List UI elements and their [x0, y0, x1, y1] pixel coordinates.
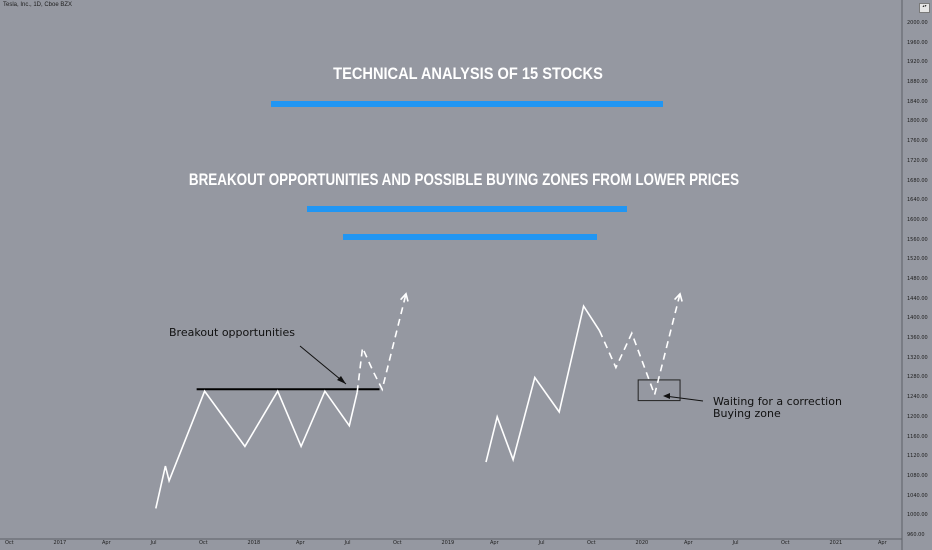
price-tick-label: 1920.00	[907, 59, 928, 66]
price-tick-label: 1800.00	[907, 118, 928, 125]
time-tick-label: Jul	[344, 540, 351, 546]
title-underline	[271, 101, 663, 107]
price-tick-label: 1240.00	[907, 394, 928, 401]
price-tick-label: 1360.00	[907, 335, 928, 342]
price-tick-label: 1080.00	[907, 472, 928, 479]
symbol-label: Tesla, Inc., 1D, Cboe BZX	[3, 2, 73, 8]
zone-pointer-arrow	[664, 395, 704, 402]
price-tick-label: 1040.00	[907, 492, 928, 499]
price-tick-label: 1520.00	[907, 256, 928, 263]
time-tick-label: Apr	[878, 540, 887, 546]
time-tick-label: Oct	[199, 540, 208, 546]
breakout-label: Breakout opportunities	[169, 326, 295, 339]
time-tick-label: Oct	[587, 540, 596, 546]
projection-arrowhead	[400, 292, 409, 302]
price-tick-label: 1440.00	[907, 295, 928, 302]
price-tick-label: 1120.00	[907, 453, 928, 460]
price-tick-label: 1560.00	[907, 236, 928, 243]
price-tick-label: 1960.00	[907, 39, 928, 46]
time-tick-label: 2020	[635, 540, 649, 546]
time-tick-label: Apr	[102, 540, 111, 546]
time-tick-label: Oct	[781, 540, 790, 546]
price-tick-label: 1680.00	[907, 177, 928, 184]
projected-path-line	[356, 293, 407, 393]
price-axis[interactable]: 960.00 1000.00 1040.00 1080.00 1120.00 1160.0…	[902, 0, 932, 550]
subtitle-underline-2	[343, 234, 597, 240]
time-tick-label: Oct	[5, 540, 14, 546]
price-tick-label: 1640.00	[907, 197, 928, 204]
price-tick-label: 1320.00	[907, 354, 928, 361]
price-path-line	[485, 304, 601, 463]
time-tick-label: Apr	[296, 540, 305, 546]
time-tick-label: 2017	[53, 540, 67, 546]
time-axis[interactable]: Oct 2017 Apr Jul Oct 2018 Apr Jul Oct 2019 Apr Jul O…	[0, 539, 902, 550]
price-tick-label: 1480.00	[907, 276, 928, 282]
time-tick-label: Apr	[684, 540, 693, 546]
time-tick-label: Jul	[150, 540, 157, 546]
projection-arrowhead	[674, 292, 683, 302]
time-tick-label: Jul	[538, 540, 545, 546]
symbol-icon: ▴▾	[919, 3, 930, 13]
correction-label: Waiting for a correction	[713, 395, 842, 408]
chart-title: TECHNICAL ANALYSIS OF 15 STOCKS	[333, 64, 603, 83]
zone-pointer-arrowhead	[663, 393, 670, 399]
price-tick-label: 1600.00	[907, 216, 928, 223]
time-tick-label: Apr	[490, 540, 499, 546]
breakout-pointer-arrowhead	[337, 376, 346, 384]
price-path-line	[155, 389, 358, 509]
chart-subtitle: BREAKOUT OPPORTUNITIES AND POSSIBLE BUYI…	[188, 170, 740, 189]
price-tick-label: 1720.00	[907, 157, 928, 164]
breakout-pointer-arrow	[299, 345, 347, 385]
price-tick-label: 1400.00	[907, 315, 928, 322]
buying-zone-label: Buying zone	[713, 407, 781, 420]
subtitle-underline-1	[307, 206, 627, 212]
time-tick-label: 2018	[247, 540, 261, 546]
price-tick-label: 2000.00	[907, 20, 928, 26]
time-tick-label: Oct	[393, 540, 402, 546]
price-tick-label: 1160.00	[907, 433, 928, 440]
price-tick-label: 1760.00	[907, 138, 928, 145]
price-tick-label: 1840.00	[907, 98, 928, 105]
price-tick-label: 1280.00	[907, 374, 928, 381]
price-tick-label: 960.00	[907, 532, 925, 538]
time-tick-label: 2019	[441, 540, 455, 546]
price-tick-label: 1200.00	[907, 413, 928, 420]
projected-path-line	[598, 293, 681, 398]
price-tick-label: 1880.00	[907, 79, 928, 86]
time-tick-label: Jul	[732, 540, 739, 546]
time-tick-label: 2021	[829, 540, 843, 546]
price-tick-label: 1000.00	[907, 512, 928, 519]
